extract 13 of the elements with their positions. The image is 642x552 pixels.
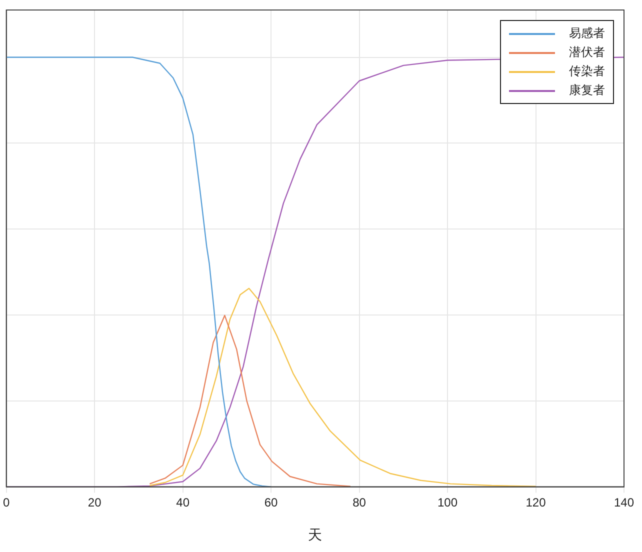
legend-label: 潜伏者 <box>569 44 605 61</box>
legend-label: 康复者 <box>569 82 605 99</box>
x-tick-label: 40 <box>176 495 190 510</box>
x-tick-label: 80 <box>352 495 366 510</box>
x-axis-title: 天 <box>308 526 322 542</box>
x-tick-label: 60 <box>264 495 278 510</box>
x-tick-label: 140 <box>614 495 634 510</box>
x-tick-label: 0 <box>2 495 10 510</box>
legend-label: 传染者 <box>569 63 605 80</box>
x-tick-label: 100 <box>438 495 458 510</box>
x-tick-label: 120 <box>526 495 546 510</box>
legend-label: 易感者 <box>569 25 605 42</box>
x-tick-label: 20 <box>88 495 102 510</box>
